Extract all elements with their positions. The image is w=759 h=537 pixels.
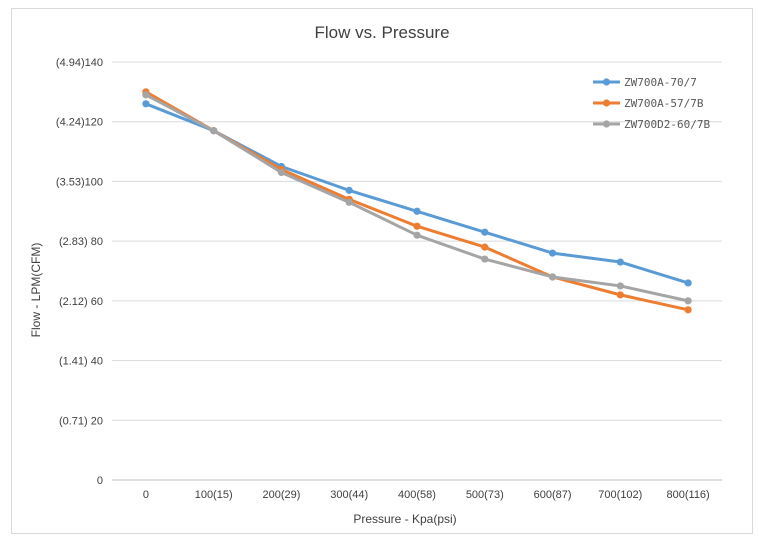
y-tick-label: (4.24)120: [56, 117, 103, 129]
x-axis-ticks: 0 100(15) 200(29) 300(44) 400(58) 500(73) 600(…: [143, 489, 710, 501]
legend-swatch-marker: [602, 99, 611, 107]
y-axis-label: Flow - LPM(CFM): [29, 243, 43, 338]
data-point: [548, 249, 557, 257]
data-point: [277, 168, 286, 177]
data-point: [481, 228, 489, 236]
data-point: [481, 243, 489, 251]
x-tick-label: 700(102): [598, 489, 642, 501]
x-tick-label: 600(87): [534, 489, 572, 501]
data-point: [684, 297, 692, 305]
data-point: [210, 127, 218, 135]
data-point: [413, 207, 421, 215]
x-tick-label: 500(73): [466, 489, 504, 501]
x-tick-label: 800(116): [667, 489, 710, 501]
data-point: [345, 186, 353, 194]
legend-entry: ZW700A-57/7B: [624, 97, 704, 110]
data-point: [142, 91, 150, 99]
x-tick-label: 100(15): [195, 489, 233, 501]
y-tick-label: (1.41) 40: [59, 356, 103, 368]
chart-title: Flow vs. Pressure: [314, 23, 449, 42]
data-point: [142, 100, 150, 108]
y-tick-label: 0: [97, 475, 103, 487]
legend-swatch-marker: [602, 78, 611, 86]
chart-frame: [11, 8, 753, 534]
series-line: [144, 102, 690, 285]
x-tick-label: 300(44): [330, 489, 368, 501]
x-tick-label: 0: [143, 489, 149, 501]
data-point: [616, 282, 624, 290]
y-axis-ticks: 0 (0.71) 20 (1.41) 40 (2.12) 60 (2.83) 80 (3.…: [56, 57, 103, 487]
legend-swatch-marker: [602, 120, 611, 128]
data-point: [616, 258, 624, 266]
data-point: [413, 222, 421, 230]
data-point: [413, 231, 421, 239]
legend-entry: ZW700A-70/7: [624, 76, 697, 89]
x-tick-label: 400(58): [398, 489, 436, 501]
data-point: [345, 198, 353, 206]
legend-entry: ZW700D2-60/7B: [624, 118, 710, 131]
series-lines: [142, 88, 692, 314]
y-tick-label: (2.12) 60: [59, 296, 103, 308]
x-axis-label: Pressure - Kpa(psi): [353, 512, 456, 526]
y-tick-label: (0.71) 20: [59, 415, 103, 427]
y-tick-label: (4.94)140: [56, 57, 103, 69]
x-tick-label: 200(29): [262, 489, 300, 501]
data-point: [616, 291, 624, 299]
legend: ZW700A-70/7 ZW700A-57/7B ZW700D2-60/7B: [593, 76, 710, 131]
data-point: [548, 273, 557, 281]
y-tick-label: (3.53)100: [56, 176, 103, 188]
data-point: [481, 255, 489, 263]
grid: [112, 61, 722, 481]
data-point: [684, 306, 692, 314]
y-tick-label: (2.83) 80: [59, 236, 103, 248]
data-point: [684, 279, 692, 287]
